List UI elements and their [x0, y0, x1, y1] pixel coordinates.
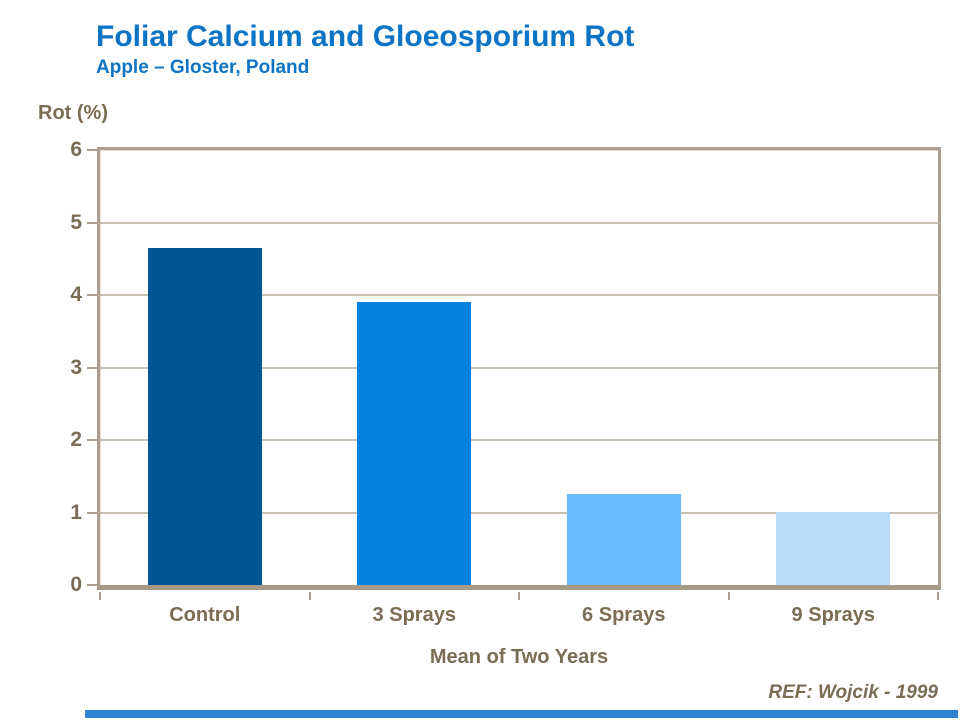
- y-tick-label: 4: [70, 283, 82, 306]
- y-axis-title: Rot (%): [38, 102, 108, 124]
- y-tick-label: 6: [70, 138, 82, 161]
- gridline: [100, 366, 938, 369]
- y-tick-mark: [87, 584, 97, 586]
- x-tick-mark: [727, 592, 730, 600]
- y-tick-label: 2: [70, 428, 82, 451]
- bar-3-sprays: [357, 302, 472, 585]
- plot-area: [97, 147, 941, 590]
- y-tick-label: 1: [70, 500, 82, 524]
- y-tick-mark: [87, 221, 97, 224]
- x-tick-mark: [937, 592, 939, 600]
- x-axis-title: Mean of Two Years: [429, 646, 609, 668]
- chart-subtitle: Apple – Gloster, Poland: [96, 57, 310, 78]
- x-tick-mark: [99, 592, 101, 600]
- y-tick-mark: [87, 294, 97, 296]
- category-label: 9 Sprays: [791, 604, 875, 626]
- category-label: 6 Sprays: [582, 604, 666, 626]
- footer-accent-bar: [85, 710, 958, 718]
- category-label: Control: [169, 604, 241, 626]
- gridline: [100, 439, 938, 441]
- category-label: 3 Sprays: [372, 604, 456, 626]
- y-tick-label: 5: [70, 210, 82, 234]
- bar-9-sprays: [776, 512, 891, 585]
- y-tick-mark: [87, 366, 97, 369]
- gridline: [100, 221, 938, 224]
- gridline: [100, 511, 938, 514]
- y-tick-mark: [87, 149, 97, 151]
- reference-note: REF: Wojcik - 1999: [768, 682, 938, 703]
- bar-control: [147, 248, 262, 585]
- x-tick-mark: [308, 592, 311, 600]
- y-tick-label: 3: [70, 355, 82, 379]
- x-tick-mark: [518, 592, 520, 600]
- y-tick-mark: [87, 439, 97, 441]
- gridline: [100, 294, 938, 296]
- chart-title: Foliar Calcium and Gloeosporium Rot: [96, 20, 635, 53]
- y-tick-mark: [87, 511, 97, 514]
- y-tick-label: 0: [70, 573, 82, 596]
- bar-6-sprays: [566, 494, 681, 585]
